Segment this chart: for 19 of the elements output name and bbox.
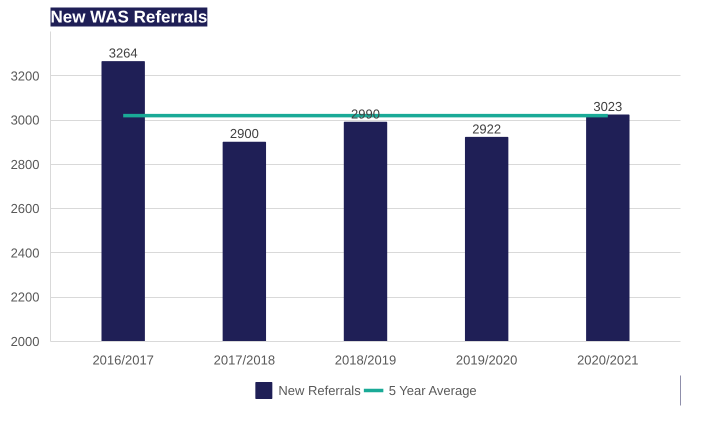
x-tick-label: 2017/2018 xyxy=(214,352,276,368)
y-tick-label: 3000 xyxy=(10,112,40,128)
data-label: 2900 xyxy=(230,126,259,142)
y-tick-label: 2200 xyxy=(10,290,40,305)
chart-title: New WAS Referrals xyxy=(50,8,208,26)
y-tick-label: 3200 xyxy=(10,68,40,84)
y-tick-label: 2400 xyxy=(10,245,40,260)
legend-label: New Referrals xyxy=(278,382,361,398)
data-label: 3264 xyxy=(108,46,138,61)
x-tick-label: 2018/2019 xyxy=(334,352,396,368)
legend-label: 5 Year Average xyxy=(388,382,477,398)
y-tick-label: 2000 xyxy=(10,334,40,349)
y-tick-label: 2600 xyxy=(10,201,40,216)
y-tick-label: 2800 xyxy=(10,156,40,172)
x-tick-label: 2019/2020 xyxy=(456,352,518,368)
data-label: 2922 xyxy=(472,121,502,136)
x-tick-label: 2020/2021 xyxy=(577,352,639,368)
data-label: 3023 xyxy=(593,98,622,114)
x-tick-label: 2016/2017 xyxy=(92,352,154,368)
